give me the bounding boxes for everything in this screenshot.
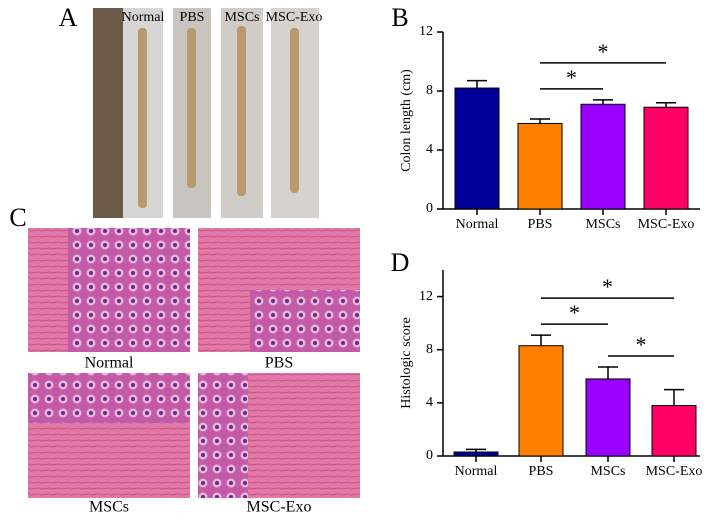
significance-label: *: [569, 300, 580, 325]
photo-label: PBS: [265, 355, 293, 372]
y-tick-label: 4: [426, 142, 433, 157]
y-tick-label: 0: [426, 448, 433, 463]
photo-label: MSC-Exo: [266, 10, 323, 25]
y-axis-label: Colon length (cm): [399, 69, 414, 172]
bar: [585, 378, 631, 457]
y-tick-label: 4: [426, 395, 433, 410]
micrograph: [28, 373, 190, 423]
x-tick-label: Normal: [456, 217, 499, 232]
micrograph: [28, 228, 68, 352]
x-tick-label: MSCs: [585, 217, 620, 232]
x-tick-label: MSCs: [590, 464, 625, 479]
significance-label: *: [636, 332, 647, 357]
photo-label: Normal: [122, 10, 165, 25]
colon: [138, 28, 147, 208]
bar: [453, 451, 499, 457]
x-tick-label: MSC-Exo: [646, 464, 703, 479]
y-tick-label: 8: [426, 83, 433, 98]
photo-label: MSC-Exo: [247, 499, 312, 516]
panel-label: B: [391, 3, 408, 32]
panel-label: C: [9, 203, 26, 232]
bar: [580, 103, 626, 210]
y-tick-label: 12: [419, 24, 433, 39]
significance-label: *: [602, 274, 613, 299]
y-tick-label: 12: [419, 289, 433, 304]
x-tick-label: PBS: [529, 464, 554, 479]
photo-panel-a: A Normal PBS MSCs MSC-Exo: [59, 3, 323, 218]
photo-label: PBS: [180, 10, 205, 25]
photo-label: Normal: [85, 355, 134, 372]
colon: [237, 26, 246, 196]
panel-label: D: [391, 248, 410, 277]
bar: [643, 106, 689, 210]
photo-panel-c: C Normal PBS MSCs MSC-Exo: [9, 203, 360, 516]
ruler: [93, 8, 123, 218]
x-tick-label: MSC-Exo: [638, 217, 695, 232]
photo-label: MSCs: [89, 499, 129, 516]
colon: [290, 28, 299, 193]
y-axis-label: Histologic score: [399, 317, 414, 408]
significance-label: *: [566, 65, 577, 90]
bar: [454, 87, 500, 210]
significance-label: *: [598, 39, 609, 64]
colon: [187, 28, 196, 188]
micrograph: [250, 290, 360, 352]
y-tick-label: 8: [426, 342, 433, 357]
bar: [518, 345, 564, 457]
photo-label: MSCs: [224, 10, 259, 25]
bar: [517, 122, 563, 210]
panel-label: A: [59, 3, 78, 32]
bar: [651, 405, 697, 457]
x-tick-label: Normal: [455, 464, 498, 479]
micrograph: [198, 373, 248, 498]
y-tick-label: 0: [426, 201, 433, 216]
x-tick-label: PBS: [528, 217, 553, 232]
